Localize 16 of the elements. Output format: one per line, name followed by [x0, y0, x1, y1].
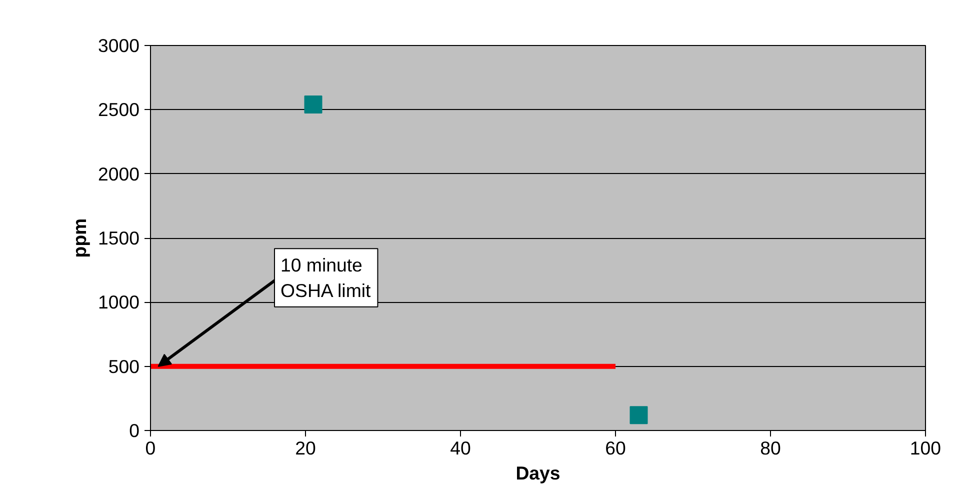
y-tick-label: 2500: [98, 99, 140, 120]
y-tick-label: 2000: [98, 163, 140, 184]
x-tick-label: 0: [145, 438, 156, 458]
x-tick-label: 60: [605, 438, 626, 458]
x-tick-label: 100: [910, 438, 942, 458]
annotation: 10 minute OSHA limit: [280, 254, 372, 301]
y-tick-label: 1000: [98, 292, 140, 313]
x-tick-label: 40: [450, 438, 471, 458]
y-tick-label: 3000: [98, 35, 140, 56]
x-axis-title: Days: [516, 462, 560, 484]
y-tick-label: 0: [129, 420, 140, 441]
y-tick-label: 500: [108, 356, 140, 377]
x-tick-label: 20: [295, 438, 316, 458]
x-tick-label: 80: [760, 438, 781, 458]
y-axis-title: ppm: [68, 218, 90, 258]
y-tick-label: 1500: [98, 228, 140, 248]
